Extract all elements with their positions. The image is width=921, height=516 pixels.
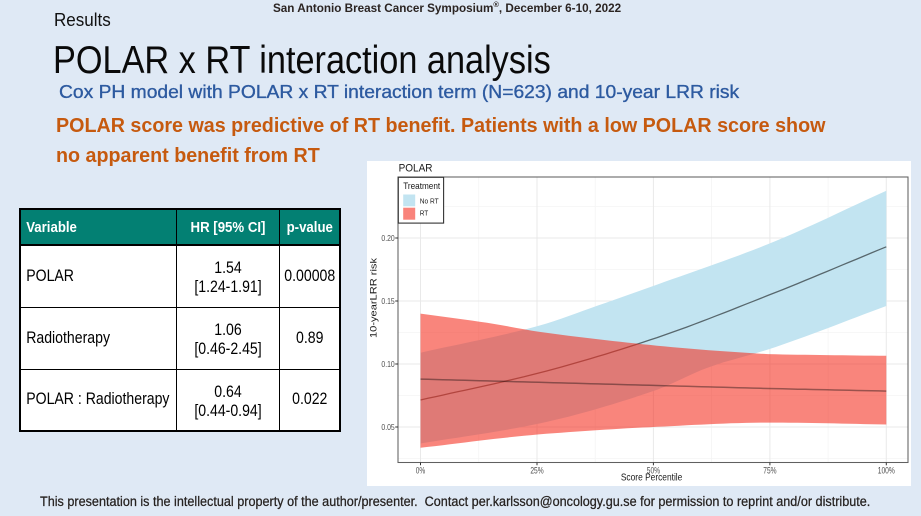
svg-text:POLAR: POLAR [399,162,433,174]
svg-text:0.20: 0.20 [381,233,394,243]
svg-text:0.05: 0.05 [381,422,394,432]
svg-text:Treatment: Treatment [403,181,440,191]
svg-text:0%: 0% [416,466,426,476]
svg-text:100%: 100% [878,466,895,476]
svg-text:0.10: 0.10 [381,359,394,369]
svg-text:RT: RT [420,209,429,218]
svg-text:No RT: No RT [420,196,440,205]
svg-text:25%: 25% [530,466,543,476]
svg-text:75%: 75% [763,466,776,476]
svg-text:Score Percentile: Score Percentile [621,473,683,484]
svg-text:0.15: 0.15 [381,296,394,306]
svg-text:10-yearLRR risk: 10-yearLRR risk [369,258,379,338]
svg-text:50%: 50% [647,466,660,476]
